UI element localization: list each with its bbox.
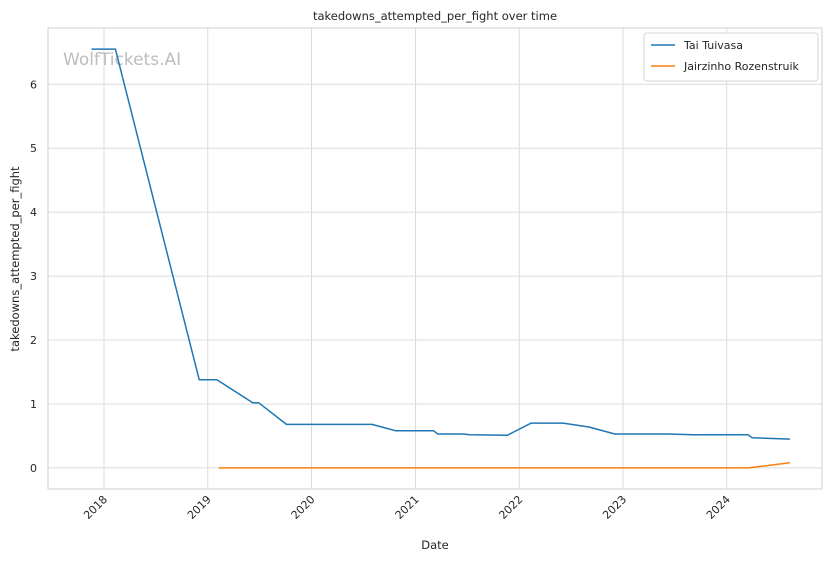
grid-lines [48, 28, 822, 489]
legend-box [643, 32, 819, 82]
y-tick-label-3: 3 [30, 270, 37, 283]
y-axis-label: takedowns_attempted_per_fight [8, 166, 22, 352]
series-lines [91, 48, 790, 469]
plot-frame [47, 27, 823, 490]
y-tick-label-5: 5 [30, 142, 37, 155]
legend-label-tai-tuivasa: Tai Tuivasa [683, 39, 743, 52]
y-tick-label-6: 6 [30, 78, 37, 91]
x-axis-label: Date [421, 538, 449, 552]
legend-label-jairzinho-rozenstruik: Jairzinho Rozenstruik [683, 60, 800, 73]
y-tick-label-1: 1 [30, 398, 37, 411]
series-line-tai-tuivasa [91, 48, 790, 440]
y-tick-label-4: 4 [30, 206, 37, 219]
watermark-text: WolfTickets.AI [63, 50, 181, 70]
legend: Tai Tuivasa Jairzinho Rozenstruik [643, 32, 819, 82]
y-tick-label-0: 0 [30, 462, 37, 475]
chart-title: takedowns_attempted_per_fight over time [313, 9, 557, 23]
series-line-jairzinho-rozenstruik [218, 462, 790, 469]
y-tick-labels: 0 1 2 3 4 5 6 [30, 78, 37, 475]
y-tick-label-2: 2 [30, 334, 37, 347]
